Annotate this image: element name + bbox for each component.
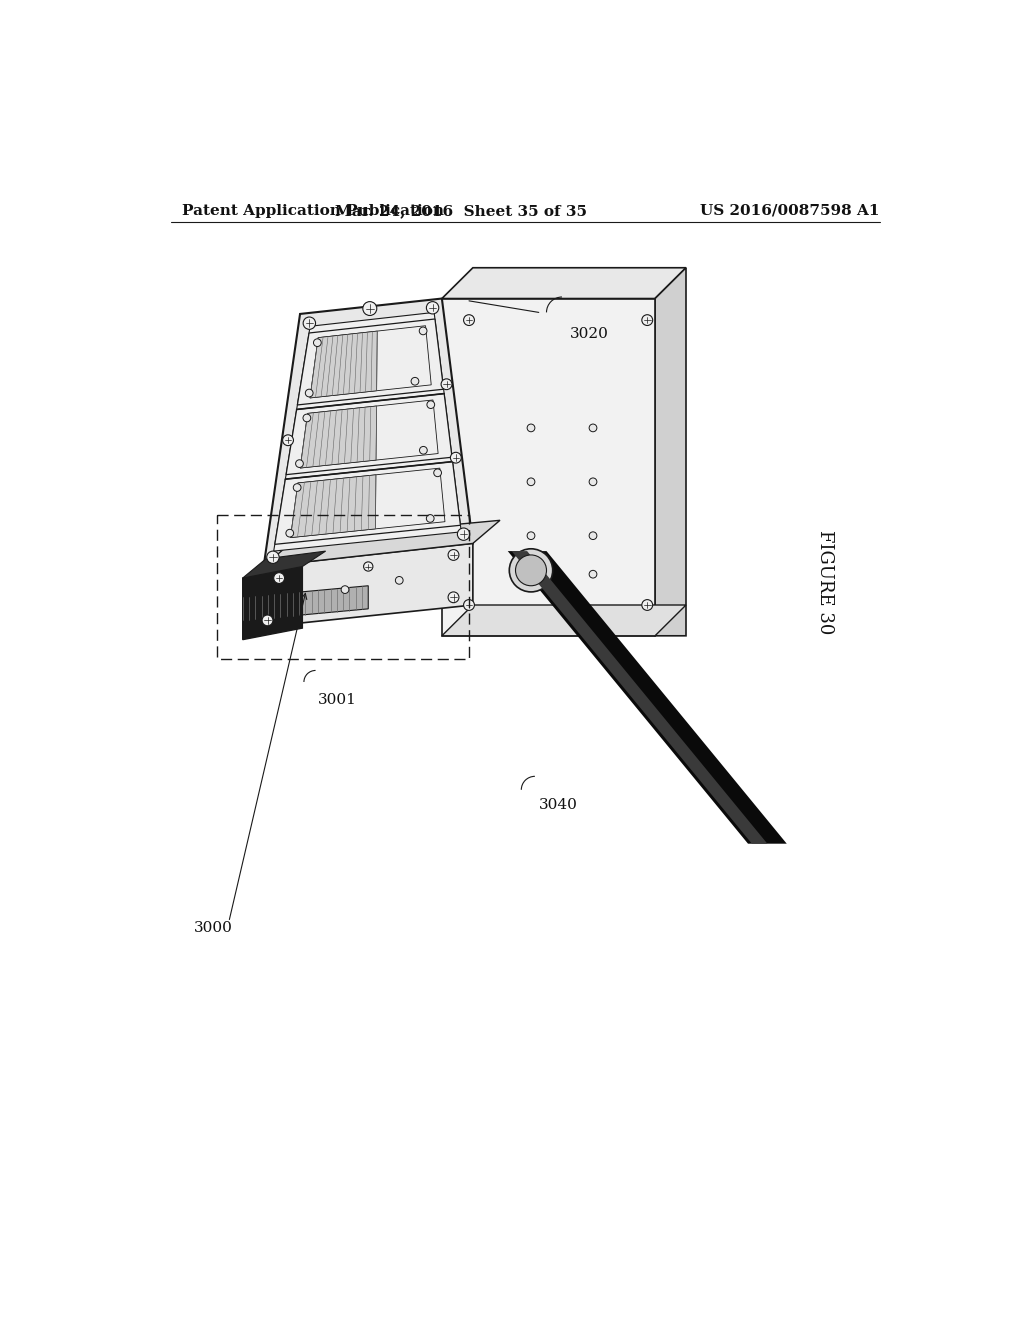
Circle shape bbox=[426, 515, 434, 523]
Polygon shape bbox=[300, 407, 377, 469]
Circle shape bbox=[313, 339, 322, 347]
Circle shape bbox=[449, 591, 459, 603]
Polygon shape bbox=[442, 298, 655, 636]
Text: 3001: 3001 bbox=[317, 693, 356, 706]
Circle shape bbox=[303, 317, 315, 330]
Circle shape bbox=[589, 478, 597, 486]
Circle shape bbox=[296, 459, 303, 467]
Polygon shape bbox=[243, 566, 302, 640]
Circle shape bbox=[395, 577, 403, 585]
Circle shape bbox=[642, 314, 652, 326]
Circle shape bbox=[341, 586, 349, 594]
Text: Patent Application Publication: Patent Application Publication bbox=[182, 203, 444, 218]
Polygon shape bbox=[512, 552, 767, 843]
Polygon shape bbox=[297, 319, 443, 405]
Circle shape bbox=[642, 599, 652, 610]
Circle shape bbox=[589, 424, 597, 432]
Circle shape bbox=[305, 389, 313, 397]
Circle shape bbox=[303, 414, 310, 422]
Circle shape bbox=[283, 434, 294, 446]
Circle shape bbox=[293, 483, 301, 491]
Circle shape bbox=[527, 424, 535, 432]
Text: 3040: 3040 bbox=[539, 799, 578, 812]
Circle shape bbox=[420, 446, 427, 454]
Circle shape bbox=[527, 532, 535, 540]
Polygon shape bbox=[243, 586, 369, 620]
Circle shape bbox=[411, 378, 419, 385]
Polygon shape bbox=[442, 605, 686, 636]
Polygon shape bbox=[310, 331, 377, 397]
Circle shape bbox=[509, 549, 553, 591]
Text: 3000: 3000 bbox=[194, 921, 232, 936]
Polygon shape bbox=[274, 462, 461, 544]
Circle shape bbox=[449, 549, 459, 561]
Circle shape bbox=[286, 529, 294, 537]
Circle shape bbox=[464, 314, 474, 326]
Circle shape bbox=[273, 573, 285, 583]
Polygon shape bbox=[243, 552, 326, 578]
Circle shape bbox=[426, 302, 438, 314]
Circle shape bbox=[451, 453, 461, 463]
Polygon shape bbox=[508, 552, 786, 843]
Text: FIGURE 30: FIGURE 30 bbox=[816, 529, 835, 634]
Circle shape bbox=[441, 379, 452, 389]
Circle shape bbox=[527, 570, 535, 578]
Circle shape bbox=[434, 469, 441, 477]
Circle shape bbox=[464, 599, 474, 610]
Text: Mar. 24, 2016  Sheet 35 of 35: Mar. 24, 2016 Sheet 35 of 35 bbox=[335, 203, 587, 218]
Circle shape bbox=[527, 478, 535, 486]
Polygon shape bbox=[655, 268, 686, 636]
Text: US 2016/0087598 A1: US 2016/0087598 A1 bbox=[700, 203, 880, 218]
Polygon shape bbox=[263, 520, 500, 566]
Circle shape bbox=[266, 552, 280, 564]
Polygon shape bbox=[273, 313, 461, 552]
Circle shape bbox=[427, 401, 434, 408]
Text: 3020: 3020 bbox=[569, 327, 608, 341]
Circle shape bbox=[362, 301, 377, 315]
Circle shape bbox=[458, 528, 470, 540]
Polygon shape bbox=[263, 298, 473, 566]
Polygon shape bbox=[286, 393, 452, 475]
Circle shape bbox=[515, 554, 547, 586]
Circle shape bbox=[589, 532, 597, 540]
Polygon shape bbox=[252, 544, 473, 628]
Polygon shape bbox=[442, 268, 686, 298]
Circle shape bbox=[419, 327, 427, 335]
Circle shape bbox=[262, 615, 273, 626]
Circle shape bbox=[589, 570, 597, 578]
Polygon shape bbox=[291, 475, 376, 537]
Circle shape bbox=[364, 562, 373, 572]
